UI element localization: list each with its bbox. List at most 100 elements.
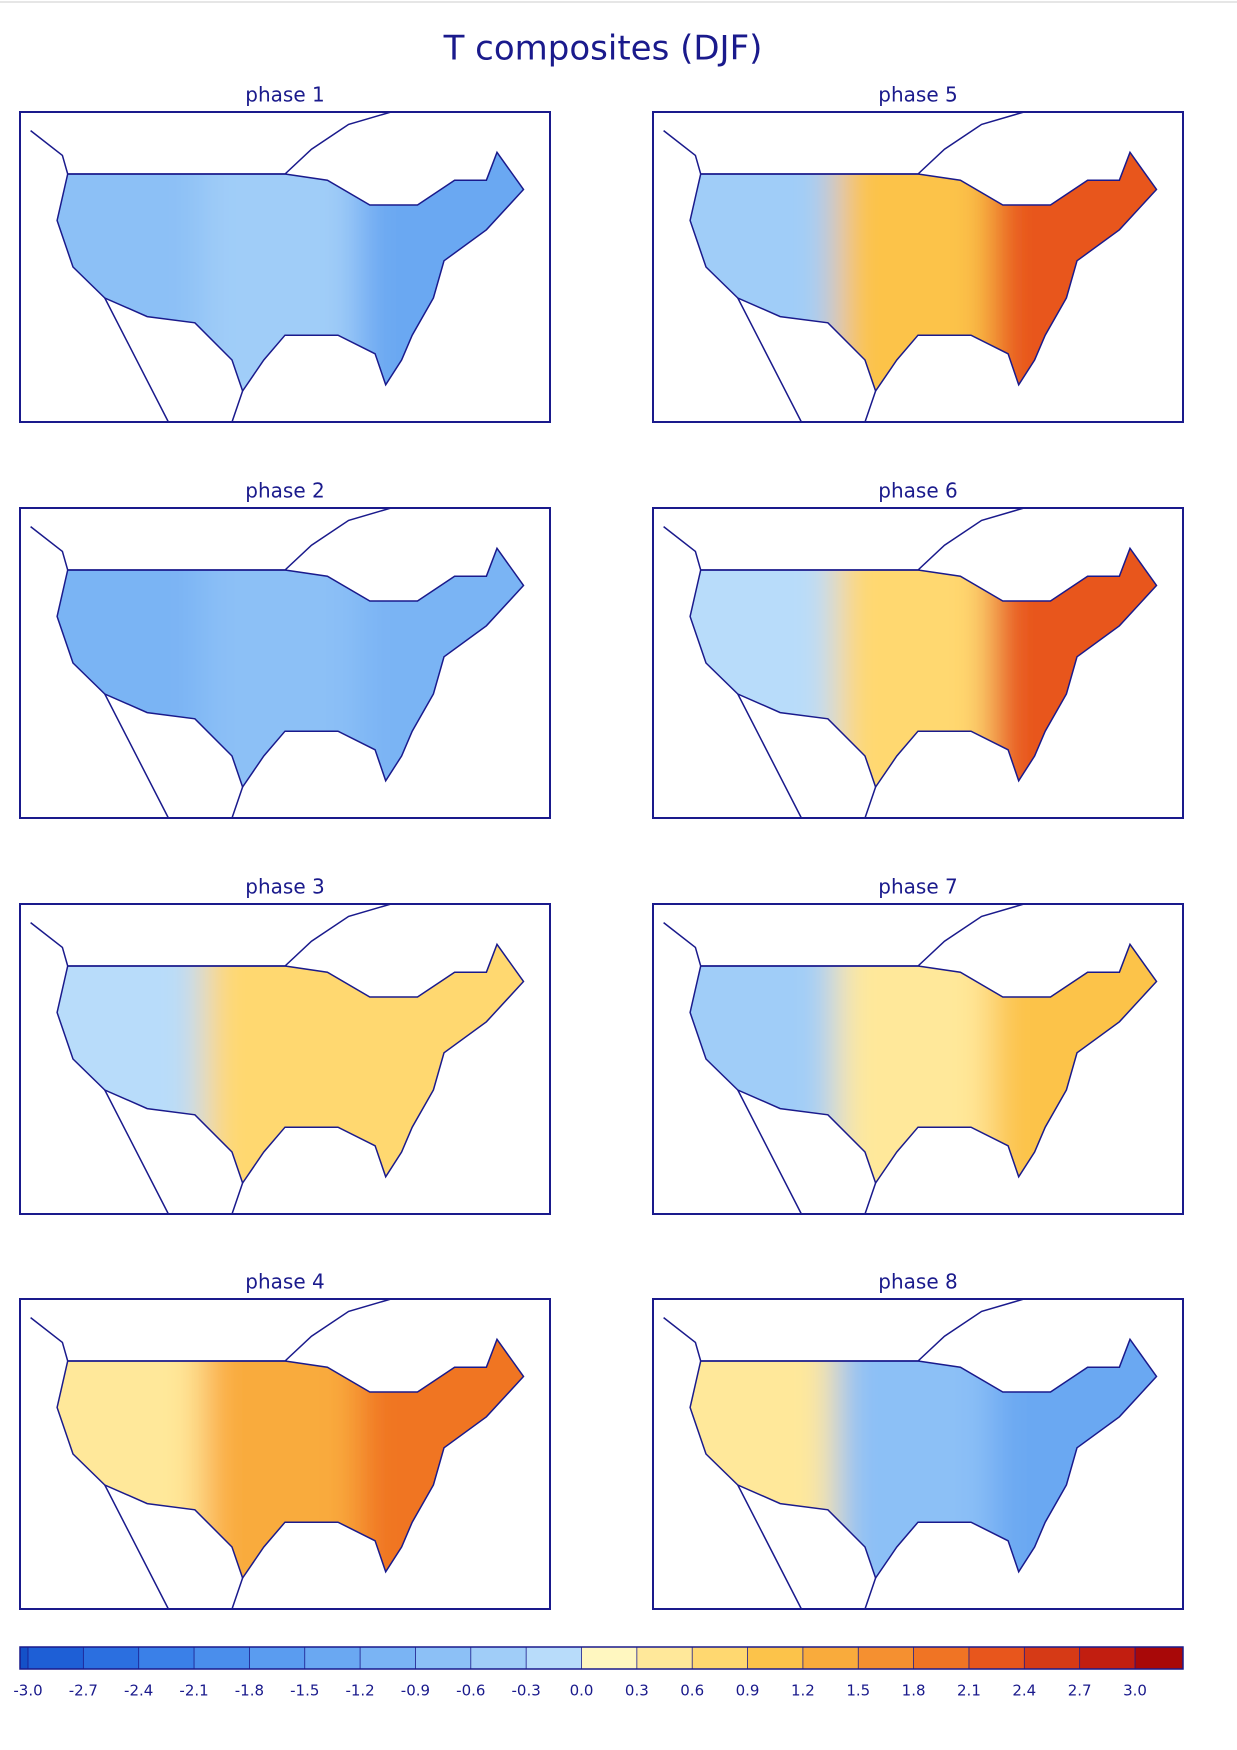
colorbar-segment <box>747 1647 804 1669</box>
mexico-outline <box>737 1089 877 1215</box>
anomaly-blend <box>690 152 1157 391</box>
region-anomaly <box>202 944 379 1183</box>
region-anomaly <box>690 152 846 391</box>
coastline <box>689 1337 1158 1580</box>
colorbar-label: -3.0 <box>13 1682 42 1700</box>
anomaly-field <box>690 152 1157 391</box>
mexico-outline <box>737 297 877 423</box>
colorbar-label: -2.7 <box>69 1682 98 1700</box>
anomaly-blend <box>57 152 524 391</box>
region-anomaly <box>202 1339 379 1578</box>
region-anomaly <box>57 1339 213 1578</box>
colorbar-segment <box>360 1647 416 1669</box>
mexico-outline <box>104 297 244 423</box>
panel-title: phase 2 <box>245 479 324 503</box>
colorbar-segment <box>858 1647 915 1669</box>
panel-title: phase 5 <box>878 83 957 107</box>
panel-title: phase 4 <box>245 1270 324 1294</box>
colorbar-segment <box>692 1647 749 1669</box>
region-anomaly <box>358 152 524 391</box>
mexico-outline <box>104 693 244 819</box>
region-anomaly <box>358 944 524 1183</box>
colorbar-frame <box>19 1646 1184 1670</box>
colorbar-label: 2.1 <box>957 1682 981 1700</box>
region-anomaly <box>690 548 846 787</box>
canada-outline <box>30 903 392 967</box>
canada-outline <box>663 1298 1025 1362</box>
panel-title: phase 1 <box>245 83 324 107</box>
region-anomaly <box>690 944 846 1183</box>
figure-title: T composites (DJF) <box>443 29 763 69</box>
colorbar-label: 1.8 <box>902 1682 926 1700</box>
colorbar-label: 1.2 <box>791 1682 815 1700</box>
colorbar-segment <box>304 1647 361 1669</box>
panel-title: phase 6 <box>878 479 957 503</box>
region-anomaly <box>835 152 1012 391</box>
mexico-outline <box>737 693 877 819</box>
colorbar-segment <box>249 1647 306 1669</box>
region-anomaly <box>991 548 1157 787</box>
coastline <box>56 1337 525 1580</box>
colorbar-under <box>20 1647 28 1669</box>
anomaly-field <box>57 152 524 391</box>
colorbar-label: 0.6 <box>680 1682 704 1700</box>
region-anomaly <box>835 944 1012 1183</box>
colorbar-segment <box>470 1647 527 1669</box>
panel-frame <box>652 111 1184 423</box>
colorbar-segment <box>802 1647 859 1669</box>
colorbar-label: -2.1 <box>179 1682 208 1700</box>
colorbar-segment <box>83 1647 140 1669</box>
canada-outline <box>663 507 1025 571</box>
colorbar-label: -0.9 <box>401 1682 430 1700</box>
colorbar-label: 0.3 <box>625 1682 649 1700</box>
anomaly-field <box>690 548 1157 787</box>
canada-outline <box>663 903 1025 967</box>
anomaly-field <box>690 1339 1157 1578</box>
colorbar-label: -1.5 <box>290 1682 319 1700</box>
coastline <box>689 546 1158 789</box>
region-anomaly <box>835 1339 1012 1578</box>
region-anomaly <box>991 1339 1157 1578</box>
panel-title: phase 8 <box>878 1270 957 1294</box>
anomaly-blend <box>57 548 524 787</box>
coastline <box>56 546 525 789</box>
colorbar-label: -2.4 <box>124 1682 153 1700</box>
panel-frame <box>652 903 1184 1215</box>
canada-outline <box>30 507 392 571</box>
coastline <box>689 942 1158 1185</box>
coastline <box>56 942 525 1185</box>
panel-frame <box>652 1298 1184 1610</box>
canada-outline <box>30 111 392 175</box>
colorbar-label: 2.7 <box>1068 1682 1092 1700</box>
anomaly-blend <box>690 944 1157 1183</box>
colorbar-label: -0.3 <box>512 1682 541 1700</box>
mexico-outline <box>104 1089 244 1215</box>
region-anomaly <box>358 1339 524 1578</box>
panel-frame <box>19 903 551 1215</box>
colorbar-segment <box>28 1647 84 1669</box>
canada-outline <box>30 1298 392 1362</box>
colorbar-segment <box>913 1647 970 1669</box>
colorbar-label: 1.5 <box>846 1682 870 1700</box>
region-anomaly <box>991 152 1157 391</box>
region-anomaly <box>835 548 1012 787</box>
colorbar-label: 0.0 <box>570 1682 594 1700</box>
panel-title: phase 3 <box>245 875 324 899</box>
colorbar-label: 2.4 <box>1012 1682 1036 1700</box>
colorbar-label: 3.0 <box>1123 1682 1147 1700</box>
region-anomaly <box>358 548 524 787</box>
colorbar-over <box>1135 1647 1183 1669</box>
coastline <box>56 150 525 393</box>
region-anomaly <box>690 1339 846 1578</box>
region-anomaly <box>57 152 213 391</box>
colorbar-label: 0.9 <box>736 1682 760 1700</box>
anomaly-blend <box>690 548 1157 787</box>
coastline <box>689 150 1158 393</box>
anomaly-field <box>57 944 524 1183</box>
panel-frame <box>19 1298 551 1610</box>
region-anomaly <box>991 944 1157 1183</box>
colorbar-label: -1.8 <box>235 1682 264 1700</box>
anomaly-field <box>690 944 1157 1183</box>
panel-title: phase 7 <box>878 875 957 899</box>
